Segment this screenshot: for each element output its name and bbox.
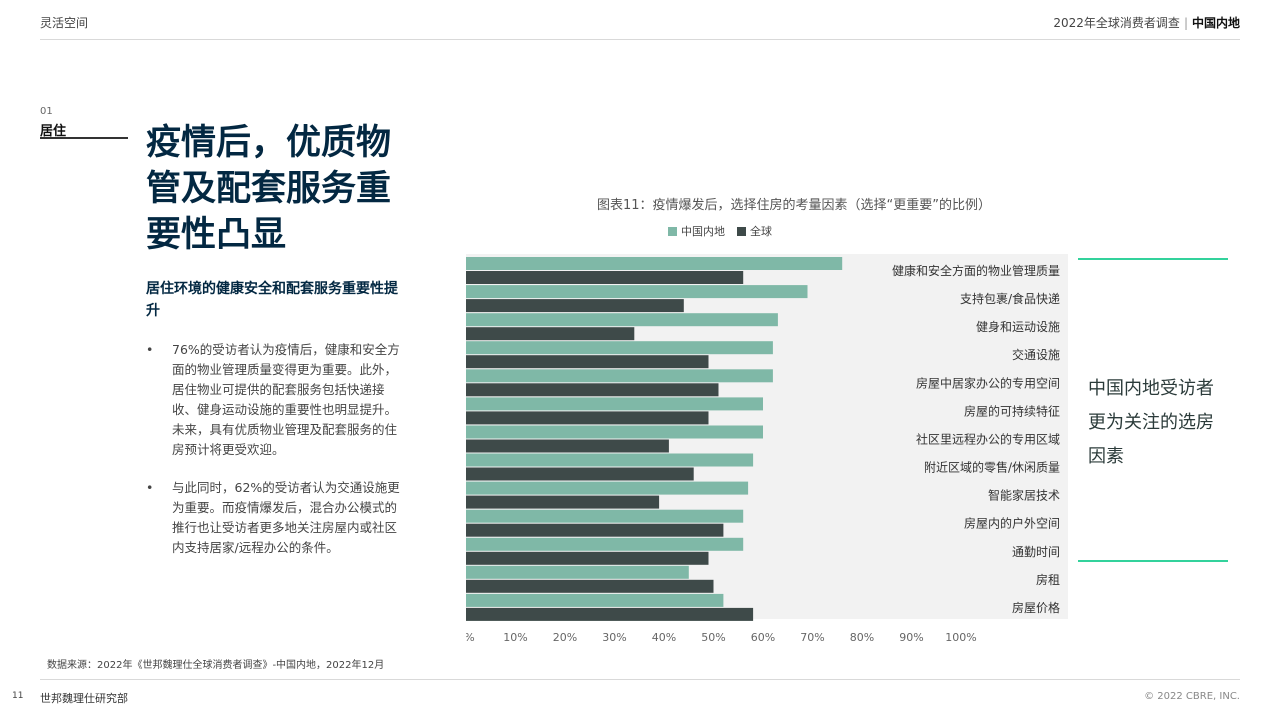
bar-china [466, 341, 773, 355]
footer-divider [40, 679, 1240, 680]
category-label: 房屋价格 [1012, 600, 1060, 615]
bar-global [466, 579, 714, 593]
x-tick-label: 20% [553, 631, 577, 644]
legend-item-global: 全球 [737, 223, 772, 239]
bar-global [466, 467, 694, 481]
section-underline [40, 137, 128, 139]
page-headline: 疫情后，优质物管及配套服务重要性凸显 [146, 122, 392, 255]
x-tick-label: 60% [751, 631, 775, 644]
bullet-text: 与此同时，62%的受访者认为交通设施更为重要。而疫情爆发后，混合办公模式的推行也… [172, 480, 400, 555]
category-label: 智能家居技术 [988, 488, 1060, 503]
category-label: 交通设施 [1012, 347, 1060, 362]
category-label: 健身和运动设施 [976, 319, 1060, 334]
bar-chart: 健康和安全方面的物业管理质量支持包裹/食品快递健身和运动设施交通设施房屋中居家办… [466, 254, 1068, 644]
callout-top-rule [1078, 258, 1228, 260]
bar-global [466, 299, 684, 313]
x-tick-label: 40% [652, 631, 676, 644]
category-label: 支持包裹/食品快递 [960, 291, 1060, 306]
page-subheading: 居住环境的健康安全和配套服务重要性提升 [146, 281, 398, 319]
category-label: 房屋中居家办公的专用空间 [916, 375, 1060, 390]
bullet-marker: • [146, 342, 154, 357]
bullet-text: 76%的受访者认为疫情后，健康和安全方面的物业管理质量变得更为重要。此外，居住物… [172, 342, 400, 457]
bar-china [466, 537, 744, 551]
bullet-item: • 与此同时，62%的受访者认为交通设施更为重要。而疫情爆发后，混合办公模式的推行… [146, 478, 406, 558]
bar-global [466, 607, 754, 621]
category-label: 社区里远程办公的专用区域 [916, 432, 1060, 447]
report-name: 2022年全球消费者调查 [1053, 16, 1180, 30]
bar-global [466, 523, 724, 537]
bar-china [466, 425, 763, 439]
chart-legend: 中国内地 全球 [668, 223, 772, 239]
title-separator: | [1183, 16, 1188, 30]
legend-label-china: 中国内地 [681, 225, 725, 238]
copyright: © 2022 CBRE, INC. [1144, 691, 1240, 702]
bar-global [466, 383, 719, 397]
x-tick-label: 50% [701, 631, 725, 644]
legend-item-china: 中国内地 [668, 223, 725, 239]
category-label: 附近区域的零售/休闲质量 [924, 460, 1060, 475]
callout-text: 中国内地受访者更为关注的选房因素 [1088, 378, 1214, 467]
bar-global [466, 271, 744, 284]
section-number: 01 [40, 106, 53, 117]
callout-bottom-rule [1078, 560, 1228, 562]
organization-name: 世邦魏理仕研究部 [40, 692, 128, 705]
bar-global [466, 439, 669, 453]
bar-china [466, 509, 744, 523]
bullet-marker: • [146, 480, 154, 495]
x-tick-label: 100% [945, 631, 976, 644]
bar-global [466, 411, 709, 425]
x-tick-label: 80% [850, 631, 874, 644]
category-label: 房屋的可持续特征 [964, 403, 1060, 418]
x-tick-label: 0% [466, 631, 475, 644]
category-label: 房租 [1036, 572, 1060, 587]
bar-china [466, 453, 754, 467]
x-tick-label: 70% [800, 631, 824, 644]
page-number: 11 [12, 691, 24, 701]
bar-china [466, 481, 749, 495]
bar-china [466, 593, 724, 607]
bar-global [466, 495, 660, 509]
bar-global [466, 355, 709, 369]
bar-global [466, 327, 635, 341]
category-label: 通勤时间 [1012, 545, 1060, 559]
bullet-item: • 76%的受访者认为疫情后，健康和安全方面的物业管理质量变得更为重要。此外，居住… [146, 340, 406, 460]
legend-swatch-global [737, 226, 746, 236]
bar-global [466, 551, 709, 565]
bar-china [466, 369, 773, 383]
header-divider [40, 39, 1240, 40]
report-title: 2022年全球消费者调查 | 中国内地 [1053, 14, 1240, 31]
category-label: 健康和安全方面的物业管理质量 [892, 263, 1060, 278]
bar-china [466, 285, 808, 299]
legend-swatch-china [668, 226, 677, 236]
legend-label-global: 全球 [750, 225, 772, 238]
x-tick-label: 10% [503, 631, 527, 644]
bullet-list: • 76%的受访者认为疫情后，健康和安全方面的物业管理质量变得更为重要。此外，居住… [146, 340, 406, 576]
bar-china [466, 397, 763, 411]
chart-title: 图表11：疫情爆发后，选择住房的考量因素（选择“更重要”的比例） [597, 198, 992, 213]
data-source: 数据来源：2022年《世邦魏理仕全球消费者调查》-中国内地，2022年12月 [47, 660, 385, 671]
section-label: 灵活空间 [40, 16, 89, 30]
report-region: 中国内地 [1191, 16, 1240, 30]
bar-china [466, 565, 689, 579]
x-tick-label: 90% [899, 631, 923, 644]
bar-china [466, 257, 843, 270]
category-label: 房屋内的户外空间 [964, 516, 1060, 531]
x-tick-label: 30% [602, 631, 626, 644]
section-name: 居住 [40, 124, 67, 139]
bar-china [466, 313, 778, 327]
